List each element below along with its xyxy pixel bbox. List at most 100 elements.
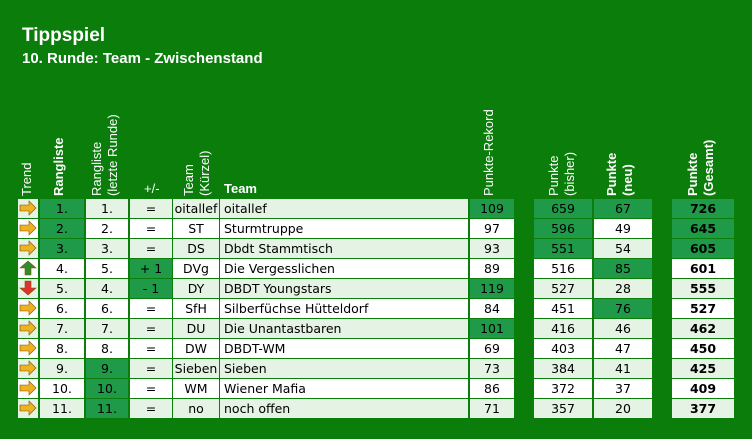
last-rank-cell: 11. [86, 399, 128, 418]
trend-cell [18, 339, 38, 358]
plus-minus-cell: = [130, 339, 172, 358]
gesamt-cell: 409 [672, 379, 734, 398]
trend-cell [18, 379, 38, 398]
gesamt-cell: 377 [672, 399, 734, 418]
arrow-down-icon [19, 280, 37, 296]
team-short-cell: DW [173, 339, 219, 358]
rekord-cell: 97 [470, 219, 514, 238]
arrow-right-icon [19, 340, 37, 356]
team-name-cell: Die Vergesslichen [220, 259, 468, 278]
bisher-cell: 551 [534, 239, 592, 258]
plus-minus-cell: = [130, 199, 172, 218]
gesamt-cell: 450 [672, 339, 734, 358]
rekord-cell: 93 [470, 239, 514, 258]
rekord-cell: 84 [470, 299, 514, 318]
bisher-cell: 451 [534, 299, 592, 318]
trend-cell [18, 299, 38, 318]
neu-cell: 54 [594, 239, 652, 258]
team-name-cell: Sturmtruppe [220, 219, 468, 238]
last-rank-cell: 7. [86, 319, 128, 338]
neu-cell: 67 [594, 199, 652, 218]
rekord-cell: 69 [470, 339, 514, 358]
team-short-cell: DVg [173, 259, 219, 278]
team-short-cell: DY [173, 279, 219, 298]
rekord-cell: 109 [470, 199, 514, 218]
trend-cell [18, 319, 38, 338]
trend-cell [18, 199, 38, 218]
rekord-cell: 119 [470, 279, 514, 298]
team-short-cell: DS [173, 239, 219, 258]
last-rank-cell: 1. [86, 199, 128, 218]
last-rank-cell: 3. [86, 239, 128, 258]
neu-cell: 20 [594, 399, 652, 418]
plus-minus-cell: = [130, 319, 172, 338]
team-short-cell: no [173, 399, 219, 418]
neu-cell: 76 [594, 299, 652, 318]
plus-minus-cell: = [130, 399, 172, 418]
bisher-cell: 659 [534, 199, 592, 218]
bisher-cell: 403 [534, 339, 592, 358]
trend-cell [18, 399, 38, 418]
plus-minus-cell: = [130, 299, 172, 318]
gesamt-cell: 462 [672, 319, 734, 338]
rank-cell: 10. [40, 379, 84, 398]
trend-cell [18, 219, 38, 238]
last-rank-cell: 10. [86, 379, 128, 398]
team-name-cell: oitallef [220, 199, 468, 218]
rekord-cell: 101 [470, 319, 514, 338]
rank-cell: 1. [40, 199, 84, 218]
last-rank-cell: 6. [86, 299, 128, 318]
plus-minus-cell: - 1 [130, 279, 172, 298]
rank-cell: 11. [40, 399, 84, 418]
rank-cell: 6. [40, 299, 84, 318]
team-name-cell: Die Unantastbaren [220, 319, 468, 338]
arrow-right-icon [19, 220, 37, 236]
team-short-cell: ST [173, 219, 219, 238]
rekord-cell: 89 [470, 259, 514, 278]
header-team: Team [224, 181, 257, 196]
neu-cell: 85 [594, 259, 652, 278]
bisher-cell: 596 [534, 219, 592, 238]
gesamt-cell: 601 [672, 259, 734, 278]
rekord-cell: 73 [470, 359, 514, 378]
bisher-cell: 372 [534, 379, 592, 398]
team-name-cell: DBDT-WM [220, 339, 468, 358]
team-name-cell: Wiener Mafia [220, 379, 468, 398]
rank-cell: 9. [40, 359, 84, 378]
team-name-cell: Sieben [220, 359, 468, 378]
arrow-right-icon [19, 200, 37, 216]
trend-cell [18, 259, 38, 278]
neu-cell: 46 [594, 319, 652, 338]
rekord-cell: 71 [470, 399, 514, 418]
team-name-cell: Silberfüchse Hütteldorf [220, 299, 468, 318]
rekord-cell: 86 [470, 379, 514, 398]
last-rank-cell: 5. [86, 259, 128, 278]
gesamt-cell: 527 [672, 299, 734, 318]
arrow-right-icon [19, 320, 37, 336]
team-name-cell: Dbdt Stammtisch [220, 239, 468, 258]
header-plus-minus: +/- [144, 181, 160, 196]
team-name-cell: noch offen [220, 399, 468, 418]
plus-minus-cell: = [130, 379, 172, 398]
rank-cell: 7. [40, 319, 84, 338]
plus-minus-cell: + 1 [130, 259, 172, 278]
rank-cell: 4. [40, 259, 84, 278]
bisher-cell: 357 [534, 399, 592, 418]
team-short-cell: Sieben [173, 359, 219, 378]
bisher-cell: 527 [534, 279, 592, 298]
page-subtitle: 10. Runde: Team - Zwischenstand [22, 50, 263, 67]
team-name-cell: DBDT Youngstars [220, 279, 468, 298]
bisher-cell: 516 [534, 259, 592, 278]
neu-cell: 47 [594, 339, 652, 358]
team-short-cell: DU [173, 319, 219, 338]
gesamt-cell: 726 [672, 199, 734, 218]
gesamt-cell: 425 [672, 359, 734, 378]
last-rank-cell: 2. [86, 219, 128, 238]
gesamt-cell: 605 [672, 239, 734, 258]
arrow-right-icon [19, 400, 37, 416]
rank-cell: 8. [40, 339, 84, 358]
trend-cell [18, 279, 38, 298]
neu-cell: 37 [594, 379, 652, 398]
